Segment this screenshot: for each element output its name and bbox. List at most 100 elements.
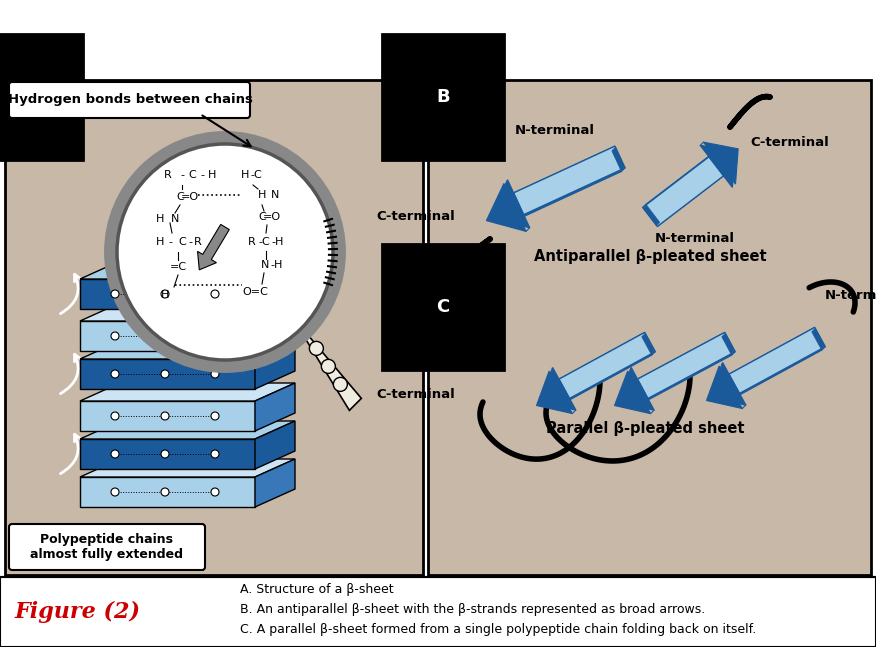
Polygon shape xyxy=(80,341,295,359)
Polygon shape xyxy=(559,333,655,399)
Polygon shape xyxy=(638,333,735,399)
Polygon shape xyxy=(611,148,625,170)
Text: B: B xyxy=(436,88,449,106)
Text: R: R xyxy=(164,170,172,180)
Text: Antiparallel β-pleated sheet: Antiparallel β-pleated sheet xyxy=(533,250,766,265)
Polygon shape xyxy=(644,205,660,226)
Text: C: C xyxy=(176,192,184,202)
Polygon shape xyxy=(80,261,295,279)
Polygon shape xyxy=(722,333,735,355)
Text: N: N xyxy=(261,260,269,270)
Polygon shape xyxy=(80,421,295,439)
Text: R: R xyxy=(194,237,201,247)
Circle shape xyxy=(211,412,219,420)
Polygon shape xyxy=(490,180,530,228)
Text: C: C xyxy=(178,237,186,247)
Circle shape xyxy=(111,290,119,298)
Circle shape xyxy=(211,370,219,378)
Polygon shape xyxy=(536,371,572,413)
Bar xyxy=(428,80,871,575)
Circle shape xyxy=(334,377,348,391)
Polygon shape xyxy=(510,146,615,197)
Polygon shape xyxy=(510,149,621,218)
Circle shape xyxy=(117,144,333,360)
Bar xyxy=(0,577,876,647)
Text: Hydrogen bonds between chains: Hydrogen bonds between chains xyxy=(8,94,252,107)
Circle shape xyxy=(161,450,169,458)
Circle shape xyxy=(111,412,119,420)
Polygon shape xyxy=(513,146,625,215)
FancyBboxPatch shape xyxy=(9,82,250,118)
Text: H: H xyxy=(208,170,216,180)
Polygon shape xyxy=(706,366,742,408)
Circle shape xyxy=(111,332,119,340)
Text: H: H xyxy=(241,170,249,180)
Polygon shape xyxy=(80,303,295,321)
Polygon shape xyxy=(703,142,738,184)
Text: Figure (2): Figure (2) xyxy=(15,601,141,623)
Polygon shape xyxy=(80,279,255,309)
FancyArrow shape xyxy=(198,225,230,270)
Circle shape xyxy=(111,488,119,496)
Text: N-terminal: N-terminal xyxy=(515,124,595,137)
Circle shape xyxy=(161,488,169,496)
Circle shape xyxy=(161,370,169,378)
Circle shape xyxy=(211,290,219,298)
Text: -H: -H xyxy=(271,260,283,270)
Text: =C: =C xyxy=(169,262,187,272)
Polygon shape xyxy=(80,477,255,507)
Text: R: R xyxy=(248,237,256,247)
Text: Polypeptide chains
almost fully extended: Polypeptide chains almost fully extended xyxy=(31,533,183,561)
Polygon shape xyxy=(540,367,576,410)
Text: C. A parallel β-sheet formed from a single polypeptide chain folding back on its: C. A parallel β-sheet formed from a sing… xyxy=(240,622,756,635)
Polygon shape xyxy=(642,333,654,354)
Circle shape xyxy=(161,412,169,420)
Polygon shape xyxy=(812,328,824,349)
Text: A. Structure of a β-sheet: A. Structure of a β-sheet xyxy=(240,582,393,595)
Text: N-terminal: N-terminal xyxy=(825,289,876,302)
Text: C: C xyxy=(188,170,196,180)
Text: -C: -C xyxy=(258,237,270,247)
Text: C-terminal: C-terminal xyxy=(750,137,829,149)
Text: C: C xyxy=(436,298,449,316)
Polygon shape xyxy=(80,359,255,389)
Text: H: H xyxy=(258,190,266,200)
Polygon shape xyxy=(725,327,815,378)
Text: =O: =O xyxy=(181,192,199,202)
Text: H: H xyxy=(161,290,169,300)
Text: C-terminal: C-terminal xyxy=(377,210,455,223)
Polygon shape xyxy=(255,383,295,431)
Polygon shape xyxy=(643,157,724,226)
Text: -: - xyxy=(180,170,184,180)
Circle shape xyxy=(111,450,119,458)
Bar xyxy=(5,80,423,575)
Polygon shape xyxy=(255,303,295,351)
Polygon shape xyxy=(634,336,731,402)
FancyBboxPatch shape xyxy=(9,524,205,570)
Polygon shape xyxy=(700,146,735,187)
Polygon shape xyxy=(255,421,295,469)
Text: C: C xyxy=(258,212,266,222)
Polygon shape xyxy=(618,367,654,410)
Text: =O: =O xyxy=(263,212,281,222)
Text: B. An antiparallel β-sheet with the β-strands represented as broad arrows.: B. An antiparallel β-sheet with the β-st… xyxy=(240,602,705,615)
Text: -: - xyxy=(168,237,172,247)
Polygon shape xyxy=(614,371,651,413)
Text: -H: -H xyxy=(272,237,284,247)
Text: O=C: O=C xyxy=(242,287,268,297)
Polygon shape xyxy=(486,184,526,232)
Text: -: - xyxy=(188,237,192,247)
Polygon shape xyxy=(80,439,255,469)
Polygon shape xyxy=(80,383,295,401)
Text: H: H xyxy=(156,214,164,224)
Polygon shape xyxy=(710,362,745,405)
Text: H: H xyxy=(156,237,164,247)
Polygon shape xyxy=(555,336,652,402)
Circle shape xyxy=(211,332,219,340)
Circle shape xyxy=(161,290,169,298)
Polygon shape xyxy=(634,333,724,382)
Text: C-terminal: C-terminal xyxy=(377,388,455,400)
Text: N: N xyxy=(171,214,180,224)
Text: N: N xyxy=(271,190,279,200)
Polygon shape xyxy=(255,261,295,309)
